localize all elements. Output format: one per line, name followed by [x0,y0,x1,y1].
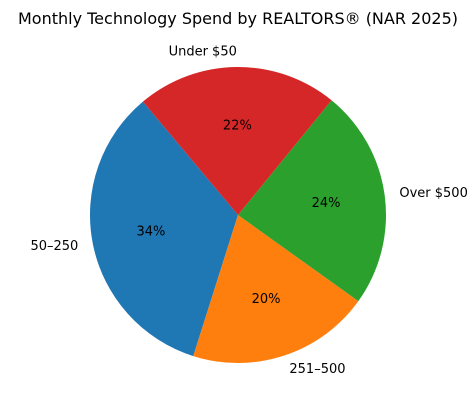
chart-title: Monthly Technology Spend by REALTORS® (N… [18,9,458,28]
percent-label-over-500: 24% [312,196,341,211]
category-label-over-500: Over $500 [399,186,468,201]
category-label-under-50: Under $50 [169,45,237,60]
pie-slice-251-500 [193,215,359,363]
percent-label-under-50: 22% [223,119,252,134]
pie-slices [90,67,386,363]
category-label-251-500: 251–500 [289,362,345,377]
percent-label-251-500: 20% [252,292,281,307]
pie-slice-50-250 [90,101,238,357]
pie-slice-over-500 [238,100,386,302]
pie-slice-under-50 [142,67,332,216]
percent-label-50-250: 34% [136,225,165,240]
category-label-50-250: 50–250 [30,239,78,254]
pie-labels: 34% 50–250 20% 251–500 24% Over $500 22% Under … [30,45,467,377]
